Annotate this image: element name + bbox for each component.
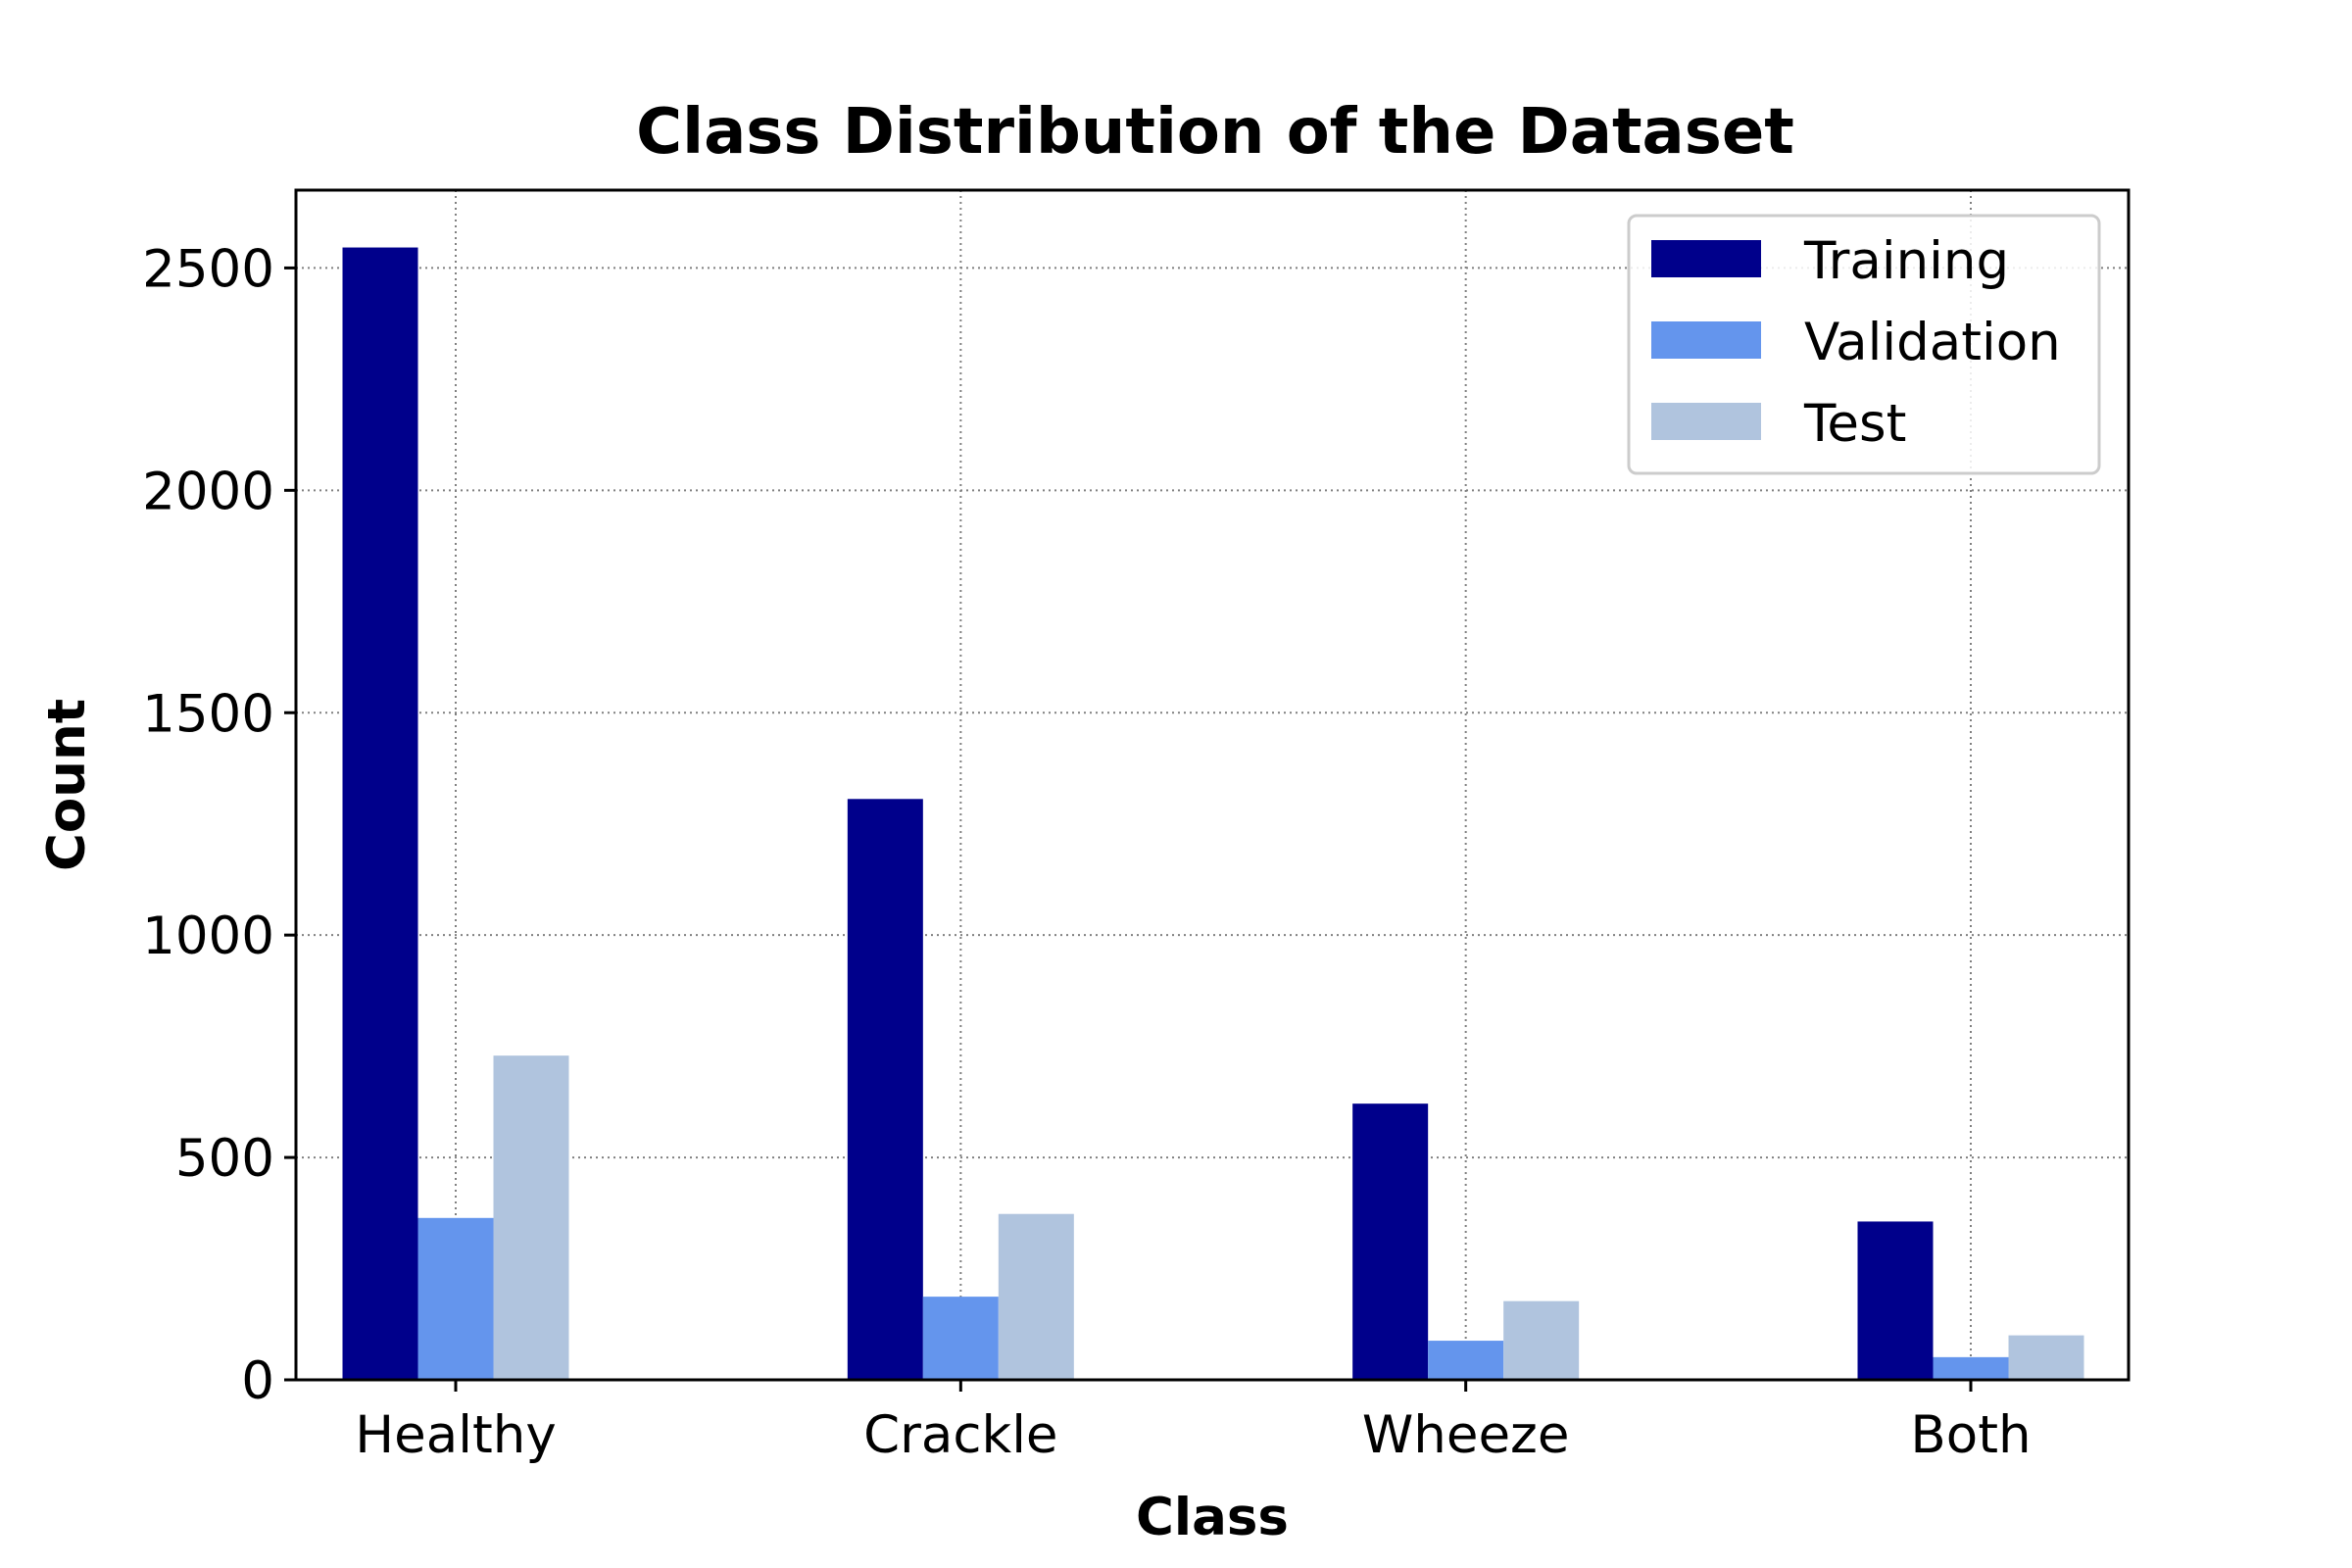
y-tick-label: 2500 — [142, 239, 274, 299]
y-tick-label: 1000 — [142, 906, 274, 966]
axis-ticks — [284, 266, 1973, 1392]
bar-test-both — [2008, 1335, 2084, 1380]
grid-lines — [296, 190, 2129, 1381]
bars — [342, 247, 2084, 1380]
legend-label-validation: Validation — [1804, 313, 2061, 372]
chart-title: Class Distribution of the Dataset — [636, 96, 1794, 169]
bar-training-crackle — [847, 799, 923, 1380]
bar-test-crackle — [998, 1213, 1074, 1380]
bar-validation-both — [1933, 1356, 2009, 1380]
y-tick-label: 0 — [241, 1351, 274, 1411]
bar-test-healthy — [493, 1055, 569, 1380]
x-tick-label: Wheeze — [1362, 1405, 1570, 1465]
y-tick-labels: 0 500 1000 1500 2000 2500 — [142, 239, 274, 1411]
legend: Training Validation Test — [1627, 214, 2101, 475]
y-tick-label: 500 — [175, 1129, 274, 1189]
x-tick-labels: Healthy Crackle Wheeze Both — [355, 1405, 2031, 1465]
y-tick-label: 1500 — [142, 684, 274, 744]
legend-label-training: Training — [1803, 231, 2009, 291]
bar-validation-crackle — [922, 1297, 999, 1380]
x-tick-label: Both — [1910, 1405, 2031, 1465]
legend-label-test: Test — [1803, 394, 1906, 454]
bar-training-both — [1857, 1221, 1934, 1380]
legend-swatch-validation — [1651, 321, 1761, 359]
legend-swatch-test — [1651, 403, 1761, 440]
y-axis-label: Count — [37, 699, 97, 871]
legend-swatch-training — [1651, 240, 1761, 277]
x-axis-label: Class — [1136, 1488, 1289, 1547]
plot-frame — [294, 188, 2131, 1382]
y-tick-label: 2000 — [142, 462, 274, 521]
bar-validation-healthy — [417, 1217, 494, 1380]
x-tick-label: Crackle — [863, 1405, 1057, 1465]
x-tick-label: Healthy — [355, 1405, 556, 1465]
bar-training-wheeze — [1352, 1103, 1429, 1380]
bar-training-healthy — [342, 247, 418, 1380]
bar-test-wheeze — [1503, 1300, 1580, 1380]
bar-validation-wheeze — [1428, 1341, 1504, 1380]
